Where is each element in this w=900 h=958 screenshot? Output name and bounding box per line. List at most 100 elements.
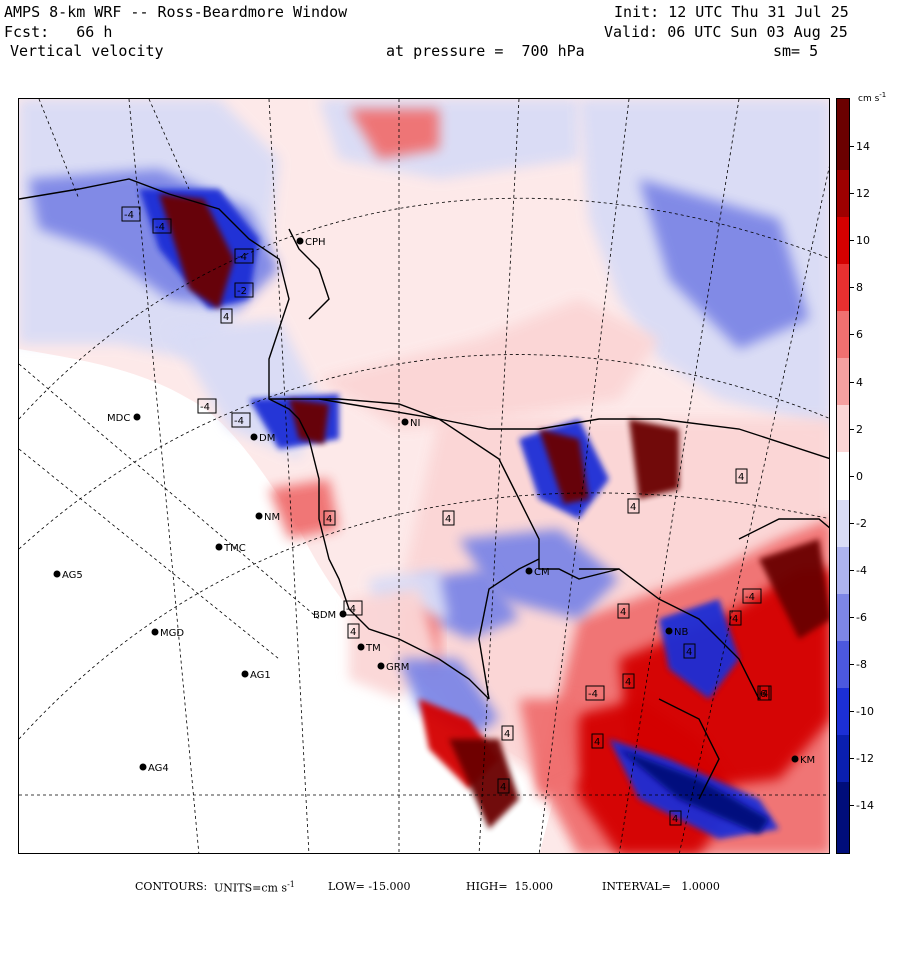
colorbar-segment <box>837 263 849 289</box>
graticule-line <box>19 492 829 740</box>
station-marker-ag1: AG1 <box>241 670 271 681</box>
contour-label-text: 4 <box>672 814 678 825</box>
station-dot <box>53 570 61 578</box>
station-marker-tm: TM <box>357 643 381 654</box>
contour-label-text: -4 <box>155 222 165 233</box>
shaded-region <box>519 699 579 799</box>
colorbar-tick-label: 12 <box>850 187 870 201</box>
valid-time: Valid: 06 UTC Sun 03 Aug 25 <box>604 23 848 41</box>
graticule-line <box>268 99 310 853</box>
colorbar-segment <box>837 334 849 360</box>
colorbar-segment <box>837 405 849 430</box>
shaded-region <box>289 399 329 444</box>
shaded-region <box>539 429 589 504</box>
station-dot <box>151 628 159 636</box>
station-marker-tmc: TMC <box>215 543 246 554</box>
station-marker-mgd: MGD <box>151 628 184 639</box>
contour-label-text: -4 <box>124 210 134 221</box>
contour-label: -4 <box>231 412 251 428</box>
station-dot <box>133 413 141 421</box>
contour-label-box <box>152 218 172 234</box>
contour-label-text: -4 <box>588 689 598 700</box>
contour-label-text: 6 <box>760 689 766 700</box>
contour-label: 4 <box>347 623 360 639</box>
colorbar-segment <box>837 829 849 853</box>
station-marker-km: KM <box>791 755 815 766</box>
station-dot <box>139 763 147 771</box>
vertical-velocity-map: CPH MDC DM NI NM TMC AG5 BDM MGD TM GRM AG1 AG4 CM NB K… <box>19 99 829 853</box>
colorbar-segment <box>837 546 849 572</box>
station-label: MGD <box>160 628 184 639</box>
colorbar-segment <box>837 216 849 242</box>
colorbar-segment <box>837 169 849 195</box>
contour-label-box <box>197 398 217 414</box>
station-label: MDC <box>107 413 130 424</box>
contour-label: 6 <box>757 685 770 701</box>
contour-label: -4 <box>343 600 363 616</box>
coastline-segment <box>478 558 540 700</box>
contour-label-text: -4 <box>237 252 247 263</box>
contour-label: 4 <box>501 725 514 741</box>
contour-label-text: 4 <box>500 782 506 793</box>
colorbar-segment <box>837 617 849 642</box>
contour-label-text: 4 <box>504 729 510 740</box>
contour-label-box <box>347 623 360 639</box>
contour-label-box <box>234 282 254 298</box>
colorbar-tick-label: -6 <box>850 611 867 624</box>
map-panel[interactable]: CPH MDC DM NI NM TMC AG5 BDM MGD TM GRM AG1 AG4 CM NB K… <box>18 98 830 854</box>
colorbar-tick-label: -12 <box>850 752 874 766</box>
station-dot <box>377 662 385 670</box>
colorbar-segment <box>837 735 849 760</box>
station-marker-ni: NI <box>401 418 420 429</box>
colorbar-segment <box>837 805 849 831</box>
shaded-region <box>269 479 339 539</box>
graticule-line <box>679 166 829 853</box>
contour-label-box <box>442 510 455 526</box>
contour-label-text: -4 <box>200 402 210 413</box>
station-dot <box>401 418 409 426</box>
contour-label: 4 <box>729 610 742 626</box>
field-name: Vertical velocity <box>10 42 164 60</box>
colorbar-segment <box>837 476 849 501</box>
colorbar-segment <box>837 499 849 525</box>
contour-label-text: 4 <box>620 607 626 618</box>
graticule-line <box>538 99 630 853</box>
station-label: DM <box>259 433 275 444</box>
colorbar <box>836 98 850 854</box>
coastline-segment <box>269 398 829 460</box>
pressure-level: at pressure = 700 hPa <box>386 42 585 60</box>
contours-label: CONTOURS: <box>135 880 208 893</box>
colorbar-segment <box>837 711 849 737</box>
station-marker-ag4: AG4 <box>139 763 169 774</box>
colorbar-tick-label: 6 <box>850 328 863 342</box>
colorbar-segment <box>837 146 849 171</box>
colorbar-segment <box>837 782 849 807</box>
contour-label-text: 4 <box>594 737 600 748</box>
contour-label-text: 4 <box>738 472 744 483</box>
station-marker-bdm: BDM <box>313 610 347 621</box>
ice-shelf-region <box>19 349 559 853</box>
coastline <box>19 178 829 800</box>
shaded-region <box>659 599 739 699</box>
contour-label-box <box>735 468 748 484</box>
colorbar-segment <box>837 570 849 595</box>
graticule-line <box>19 354 829 550</box>
contour-label: 4 <box>591 733 604 749</box>
coastline-segment <box>288 228 330 320</box>
contour-label-box <box>627 498 640 514</box>
contour-label: 4 <box>323 510 336 526</box>
colorbar-tick-label: 8 <box>850 281 863 295</box>
station-dot <box>215 543 223 551</box>
coastline-segment <box>658 698 720 800</box>
shaded-region <box>759 539 829 639</box>
contour-label-box <box>742 588 762 604</box>
colorbar-tick-label: 4 <box>850 375 863 389</box>
colorbar-tick-label: 14 <box>850 140 870 153</box>
contour-label-box <box>617 603 630 619</box>
coastline-segment <box>19 178 490 700</box>
coastline-segment <box>318 398 620 580</box>
units-label: UNITS=cm s-1 <box>214 880 295 895</box>
low-label: LOW= -15.000 <box>328 880 411 893</box>
colorbar-tick-label: 2 <box>850 422 863 436</box>
